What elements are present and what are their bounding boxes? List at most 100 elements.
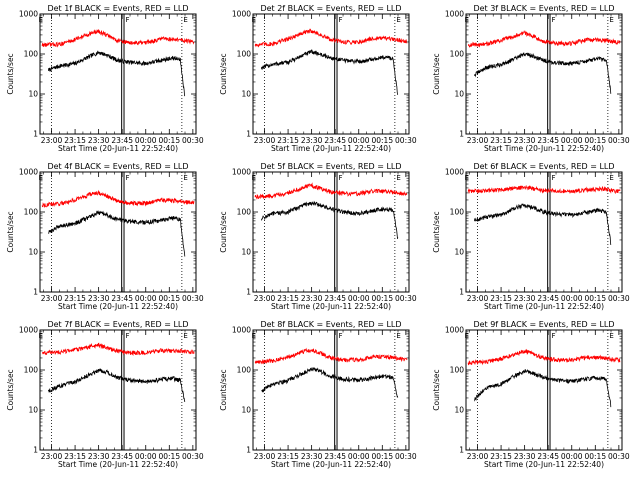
y-axis-label: Counts/sec (6, 369, 15, 410)
x-axis-label: Start Time (20-Jun-11 22:52:40) (58, 144, 178, 153)
x-tick-label: 23:30 (88, 294, 110, 303)
y-tick-label: 100 (450, 208, 465, 217)
marker-label-e-right: E (183, 332, 187, 340)
marker-label-e-right: E (609, 16, 613, 24)
x-tick-label: 00:00 (135, 136, 157, 145)
x-axis-label: Start Time (20-Jun-11 22:52:40) (271, 460, 391, 469)
x-tick-label: 23:15 (64, 452, 86, 461)
x-axis-label: Start Time (20-Jun-11 22:52:40) (484, 460, 604, 469)
panel-title: Det 7f BLACK = Events, RED = LLD (47, 320, 188, 329)
y-tick-label: 100 (450, 366, 465, 375)
marker-label-f: F (339, 16, 343, 24)
x-tick-label: 00:00 (561, 136, 583, 145)
x-tick-label: 23:30 (301, 136, 323, 145)
x-tick-label: 23:30 (514, 294, 536, 303)
plot-frame (252, 13, 410, 135)
x-tick-label: 23:30 (514, 136, 536, 145)
x-tick-label: 23:45 (537, 136, 559, 145)
x-tick-label: 00:30 (608, 294, 630, 303)
marker-label-e-right: E (609, 332, 613, 340)
y-axis-label: Counts/sec (219, 211, 228, 252)
x-tick-label: 00:15 (584, 136, 606, 145)
marker-label-f: F (339, 332, 343, 340)
y-axis-label: Counts/sec (432, 369, 441, 410)
y-tick-label: 1 (246, 446, 251, 455)
y-tick-label: 100 (237, 208, 252, 217)
x-tick-label: 23:00 (467, 294, 489, 303)
x-tick-label: 00:00 (348, 452, 370, 461)
plot-frame (465, 171, 623, 293)
series-events (261, 49, 399, 96)
x-tick-label: 00:30 (395, 294, 417, 303)
series-lld (468, 30, 621, 48)
y-tick-label: 1000 (232, 10, 251, 19)
panel-title: Det 9f BLACK = Events, RED = LLD (473, 320, 614, 329)
series-lld (41, 189, 195, 209)
x-tick-label: 23:00 (41, 136, 63, 145)
x-tick-label: 23:30 (301, 294, 323, 303)
x-tick-label: 00:15 (158, 136, 180, 145)
x-tick-label: 00:15 (371, 136, 393, 145)
x-axis-label: Start Time (20-Jun-11 22:52:40) (484, 302, 604, 311)
plot-frame (39, 13, 197, 135)
marker-label-f: F (552, 16, 556, 24)
y-tick-label: 1 (33, 446, 38, 455)
x-tick-label: 00:00 (348, 136, 370, 145)
plot-frame (39, 329, 197, 451)
x-tick-label: 23:45 (537, 452, 559, 461)
x-tick-label: 00:15 (158, 452, 180, 461)
plot-frame (465, 329, 623, 451)
y-axis-label: Counts/sec (6, 211, 15, 252)
x-tick-label: 00:00 (348, 294, 370, 303)
y-tick-label: 1 (459, 130, 464, 139)
panel-title: Det 8f BLACK = Events, RED = LLD (260, 320, 401, 329)
x-tick-label: 23:15 (277, 136, 299, 145)
x-axis-label: Start Time (20-Jun-11 22:52:40) (271, 302, 391, 311)
x-tick-label: 23:15 (277, 294, 299, 303)
x-tick-label: 23:00 (467, 452, 489, 461)
plot-frame (252, 171, 410, 293)
series-events (261, 366, 399, 398)
x-tick-label: 00:15 (584, 294, 606, 303)
y-tick-label: 1000 (19, 10, 38, 19)
y-tick-label: 1000 (232, 326, 251, 335)
y-tick-label: 100 (24, 366, 39, 375)
series-events (48, 50, 186, 97)
series-lld (467, 184, 621, 195)
y-tick-label: 100 (237, 366, 252, 375)
x-tick-label: 00:00 (561, 452, 583, 461)
y-tick-label: 1 (33, 288, 38, 297)
x-tick-label: 23:45 (324, 452, 346, 461)
x-axis-label: Start Time (20-Jun-11 22:52:40) (271, 144, 391, 153)
x-tick-label: 23:30 (301, 452, 323, 461)
x-tick-label: 00:15 (158, 294, 180, 303)
y-tick-label: 100 (24, 50, 39, 59)
y-tick-label: 10 (241, 248, 251, 257)
y-tick-label: 10 (28, 406, 38, 415)
series-lld (41, 342, 195, 356)
marker-label-f: F (126, 332, 130, 340)
y-tick-label: 10 (454, 248, 464, 257)
x-tick-label: 23:45 (537, 294, 559, 303)
x-tick-label: 23:15 (490, 294, 512, 303)
y-axis-label: Counts/sec (219, 369, 228, 410)
x-tick-label: 23:45 (111, 452, 133, 461)
x-tick-label: 00:30 (395, 452, 417, 461)
marker-label-f: F (126, 16, 130, 24)
y-axis-label: Counts/sec (432, 211, 441, 252)
panel-title: Det 3f BLACK = Events, RED = LLD (473, 4, 614, 13)
y-tick-label: 10 (241, 90, 251, 99)
y-tick-label: 1 (246, 130, 251, 139)
x-tick-label: 00:30 (182, 136, 204, 145)
marker-label-f: F (552, 332, 556, 340)
x-tick-label: 00:30 (182, 294, 204, 303)
x-tick-label: 00:00 (561, 294, 583, 303)
series-events (474, 369, 612, 408)
